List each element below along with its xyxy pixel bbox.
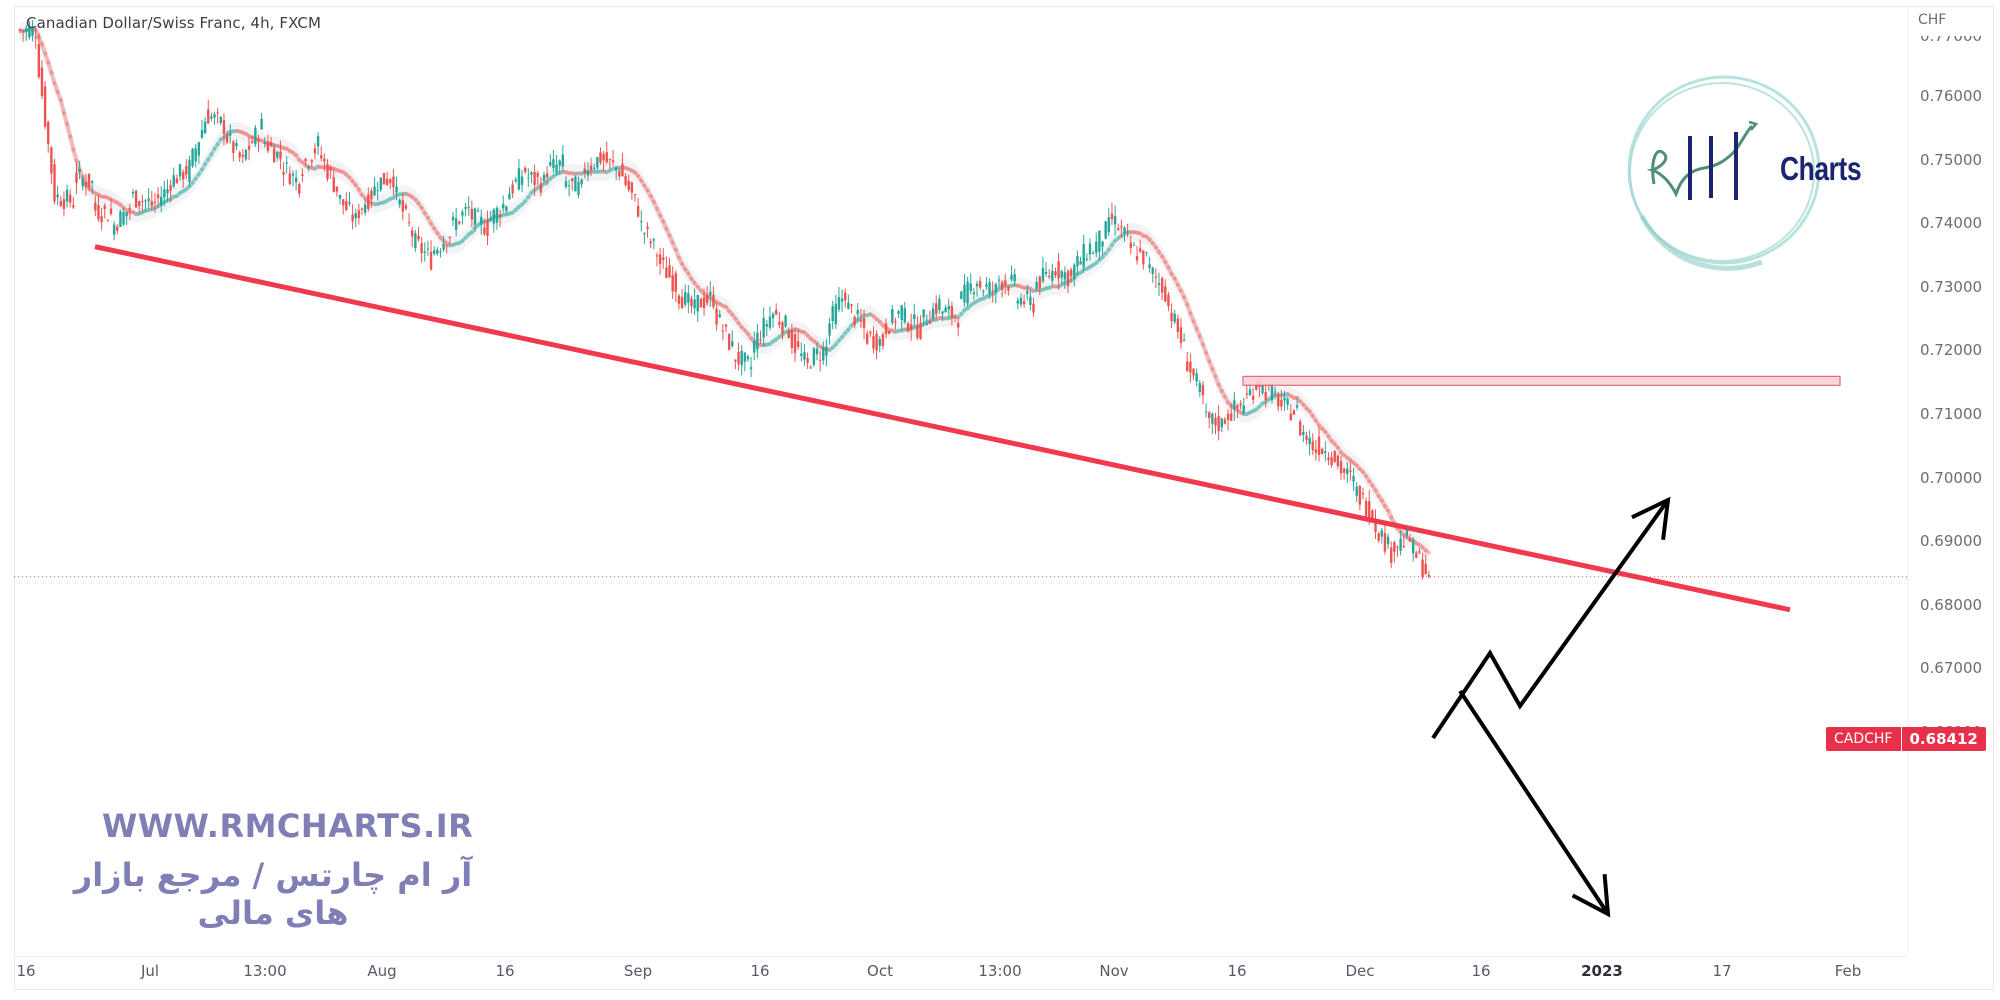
last-price-badge: CADCHF 0.68412 xyxy=(1826,727,1986,751)
chart-title: Canadian Dollar/Swiss Franc, 4h, FXCM xyxy=(26,14,322,32)
resistance-zone xyxy=(1242,375,1841,386)
rmcharts-logo xyxy=(1612,66,1842,276)
price-axis[interactable] xyxy=(1907,6,1995,956)
price-tick: 0.74000 xyxy=(1920,214,1983,233)
last-price-value: 0.68412 xyxy=(1901,727,1986,751)
time-tick: 16 xyxy=(1471,962,1491,980)
logo-text: Charts xyxy=(1780,150,1862,187)
time-tick: Sep xyxy=(623,962,653,980)
time-tick: 13:00 xyxy=(243,962,287,980)
price-tick: 0.75000 xyxy=(1920,150,1983,169)
price-tick: 0.76000 xyxy=(1920,87,1983,105)
time-tick: 16 xyxy=(1227,962,1247,980)
time-tick: Feb xyxy=(1834,962,1862,980)
price-tick: 0.69000 xyxy=(1920,532,1983,551)
ma-ribbon-band xyxy=(20,19,1429,562)
price-tick: 0.73000 xyxy=(1920,277,1983,296)
price-tick: 0.68000 xyxy=(1920,595,1983,614)
projection-up-arrowhead-icon xyxy=(1631,496,1671,540)
descending-trendline xyxy=(94,244,1791,613)
time-tick: 16 xyxy=(16,962,36,980)
price-tick: 0.71000 xyxy=(1920,405,1983,423)
watermark-url: WWW.RMCHARTS.IR xyxy=(102,807,474,845)
time-tick: Oct xyxy=(867,962,893,980)
axis-currency-label: CHF xyxy=(1918,12,1947,28)
watermark-tagline: آر ام چارتس / مرجع بازار های مالی xyxy=(73,856,473,932)
time-axis[interactable] xyxy=(14,956,1907,991)
time-tick: Jul xyxy=(140,962,160,980)
candlestick-chart[interactable] xyxy=(14,6,1907,956)
time-tick: 2023 xyxy=(1581,962,1623,980)
projection-down-path xyxy=(1458,689,1610,916)
time-tick: 16 xyxy=(495,962,515,980)
logo-circle-icon xyxy=(1627,75,1821,271)
last-price-symbol: CADCHF xyxy=(1826,727,1901,751)
price-tick: 0.67000 xyxy=(1920,659,1983,678)
time-tick: Aug xyxy=(367,962,397,980)
projection-down-arrowhead-icon xyxy=(1571,873,1611,918)
time-tick: Dec xyxy=(1345,962,1375,980)
chart-frame xyxy=(14,6,1994,990)
time-tick: 17 xyxy=(1712,962,1732,980)
price-tick: 0.70000 xyxy=(1920,468,1983,487)
chart-pane[interactable] xyxy=(14,6,1907,956)
time-tick: Nov xyxy=(1099,962,1129,980)
price-tick: 0.77000 xyxy=(1920,27,1983,45)
time-tick: 13:00 xyxy=(978,962,1022,980)
price-tick: 0.72000 xyxy=(1920,341,1983,360)
candles xyxy=(18,20,1431,580)
time-tick: 16 xyxy=(750,962,770,980)
